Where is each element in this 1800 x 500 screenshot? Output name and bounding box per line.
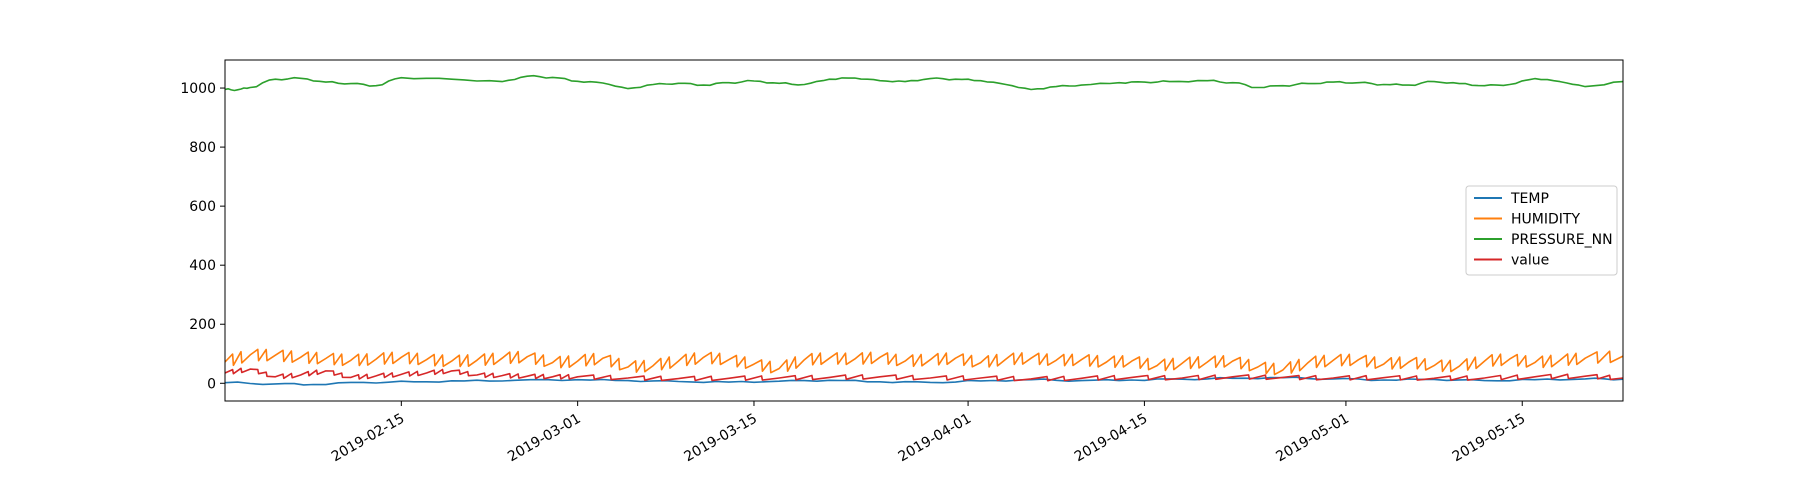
legend-label: TEMP [1510, 191, 1549, 207]
y-tick-label: 0 [207, 376, 216, 392]
y-tick-label: 1000 [180, 81, 216, 97]
y-tick-label: 600 [189, 199, 216, 215]
y-tick-label: 800 [189, 140, 216, 156]
y-tick-label: 200 [189, 317, 216, 333]
legend-box [1465, 185, 1618, 276]
legend-label: HUMIDITY [1511, 212, 1580, 228]
y-axis: 0 200 400 600 800 1000 [180, 81, 225, 392]
series-line-humidity [225, 348, 1623, 376]
series-line-pressure-nn [225, 74, 1623, 92]
series-layer [225, 74, 1623, 386]
series-line-value [225, 367, 1623, 382]
y-tick-label: 400 [189, 258, 216, 274]
legend-label: value [1511, 253, 1549, 269]
plot-frame [224, 59, 1624, 402]
legend-label: PRESSURE_NN [1511, 232, 1613, 248]
